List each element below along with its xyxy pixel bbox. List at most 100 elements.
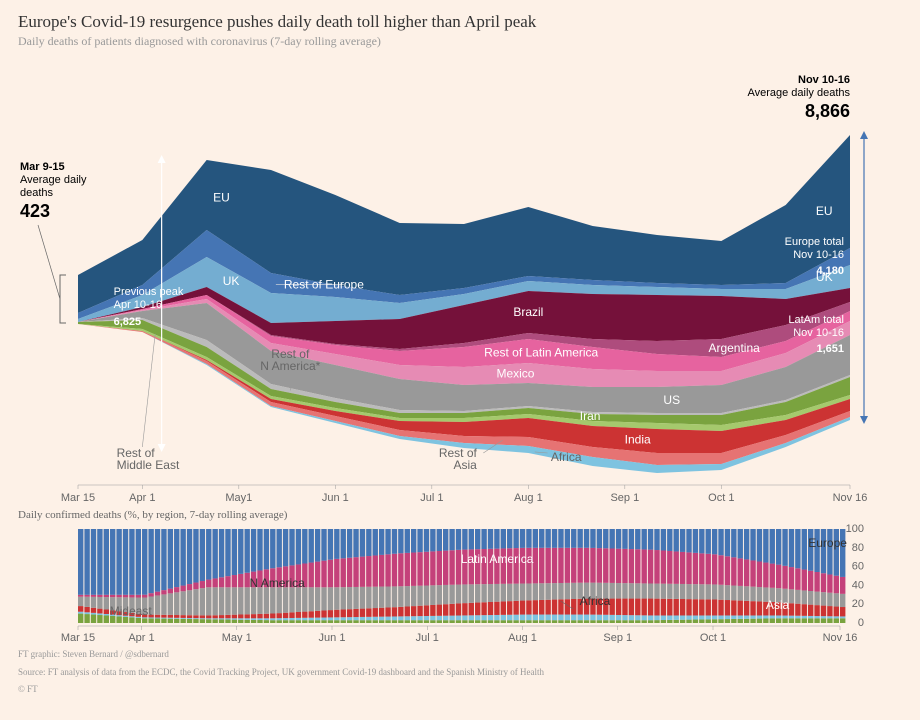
sub-bar bbox=[481, 529, 486, 549]
sub-bar bbox=[782, 618, 787, 623]
sub-bar bbox=[802, 616, 807, 618]
sub-xtick: Mar 15 bbox=[61, 632, 95, 643]
sub-bar bbox=[97, 609, 102, 614]
sub-bar bbox=[200, 581, 205, 588]
sub-bar bbox=[565, 529, 570, 548]
sub-bar bbox=[789, 603, 794, 615]
sub-bar bbox=[693, 584, 698, 599]
sub-bar bbox=[206, 587, 211, 615]
sub-bar bbox=[116, 595, 121, 597]
sub-bar bbox=[309, 563, 314, 588]
sub-bar bbox=[360, 609, 365, 617]
sub-bar bbox=[341, 529, 346, 558]
sub-bar bbox=[443, 616, 448, 620]
sub-bar bbox=[520, 620, 525, 623]
sub-bar bbox=[469, 584, 474, 603]
sub-label: Europe bbox=[808, 536, 847, 550]
sub-bar bbox=[545, 600, 550, 615]
sub-bar bbox=[840, 577, 845, 594]
sub-bar bbox=[834, 616, 839, 618]
sub-bar bbox=[539, 600, 544, 615]
sub-bar bbox=[315, 529, 320, 562]
sub-bar bbox=[283, 529, 288, 566]
sub-bar bbox=[174, 619, 179, 623]
sub-bar bbox=[507, 615, 512, 620]
sub-bar bbox=[558, 620, 563, 623]
sub-bar bbox=[84, 607, 89, 612]
sub-bar bbox=[392, 607, 397, 616]
sub-bar bbox=[827, 593, 832, 606]
sub-bar bbox=[469, 603, 474, 616]
sub-bar bbox=[334, 620, 339, 623]
sub-bar bbox=[661, 529, 666, 551]
sub-bar bbox=[366, 556, 371, 587]
sub-bar bbox=[411, 586, 416, 606]
sub-bar bbox=[353, 609, 358, 617]
sub-bar bbox=[405, 620, 410, 623]
sub-bar bbox=[296, 587, 301, 612]
sub-bar bbox=[770, 615, 775, 618]
x-tick: Jul 1 bbox=[420, 492, 443, 504]
sub-bar bbox=[155, 618, 160, 619]
sub-bar bbox=[501, 529, 506, 548]
sub-bar bbox=[430, 620, 435, 623]
sub-bar bbox=[315, 618, 320, 621]
sub-bar bbox=[501, 584, 506, 602]
sub-bar bbox=[661, 599, 666, 616]
sub-bar bbox=[430, 616, 435, 620]
sub-bar bbox=[238, 574, 243, 587]
eu-total-value: 4,180 bbox=[816, 265, 844, 277]
sub-bar bbox=[251, 614, 256, 618]
sub-bar bbox=[379, 529, 384, 555]
sub-bar bbox=[366, 587, 371, 609]
sub-bar bbox=[353, 557, 358, 587]
sub-bar bbox=[296, 618, 301, 620]
sub-bar bbox=[456, 529, 461, 550]
sub-bar bbox=[834, 593, 839, 606]
sub-bar bbox=[629, 583, 634, 598]
sub-bar bbox=[180, 591, 185, 615]
sub-bar bbox=[341, 617, 346, 620]
sub-bar bbox=[277, 587, 282, 613]
annot-left: Mar 9-15 bbox=[20, 161, 65, 173]
sub-bar bbox=[155, 529, 160, 592]
sub-bar bbox=[347, 587, 352, 609]
sub-bar bbox=[238, 618, 243, 619]
sub-bar bbox=[475, 603, 480, 616]
sub-bar bbox=[674, 529, 679, 551]
annot-right-value: 8,866 bbox=[805, 101, 850, 121]
annot-right: Nov 10-16 bbox=[798, 74, 850, 86]
sub-bar bbox=[449, 616, 454, 621]
sub-bar bbox=[373, 587, 378, 608]
sub-bar bbox=[481, 620, 486, 623]
prev-peak: Previous peak bbox=[114, 286, 184, 298]
sub-bar bbox=[257, 620, 262, 623]
sub-bar bbox=[488, 620, 493, 623]
sub-bar bbox=[744, 529, 749, 559]
sub-bar bbox=[347, 609, 352, 617]
sub-bar bbox=[693, 615, 698, 619]
sub-bar bbox=[309, 611, 314, 617]
sub-bar bbox=[193, 619, 198, 623]
sub-bar bbox=[629, 529, 634, 549]
sub-bar bbox=[449, 585, 454, 604]
sub-bar bbox=[264, 529, 269, 569]
sub-bar bbox=[507, 584, 512, 601]
sub-bar bbox=[84, 595, 89, 597]
sub-bar bbox=[667, 615, 672, 619]
sub-ytick: 0 bbox=[858, 617, 864, 629]
sub-bar bbox=[251, 618, 256, 620]
sub-bar bbox=[155, 618, 160, 623]
sub-bar bbox=[635, 529, 640, 549]
sub-bar bbox=[635, 599, 640, 616]
sub-bar bbox=[635, 583, 640, 598]
prev-peak-value: 6,825 bbox=[114, 316, 142, 328]
sub-bar bbox=[526, 583, 531, 600]
sub-bar bbox=[571, 615, 576, 621]
sub-bar bbox=[693, 529, 698, 553]
sub-bar bbox=[462, 620, 467, 623]
sub-bar bbox=[366, 617, 371, 620]
sub-bar bbox=[584, 620, 589, 623]
sub-bar bbox=[219, 529, 224, 577]
sub-bar bbox=[802, 590, 807, 604]
